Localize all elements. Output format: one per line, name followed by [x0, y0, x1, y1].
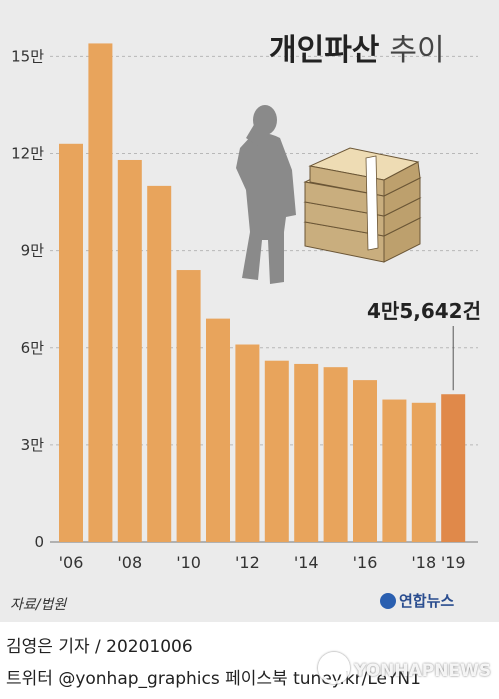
- y-tick-label: 3만: [21, 436, 45, 454]
- money-stack-icon: [303, 147, 422, 263]
- y-tick-label: 9만: [21, 242, 45, 260]
- x-tick-label: '06: [59, 553, 84, 572]
- watermark-circle-icon: [318, 652, 350, 684]
- x-tick-label: '19: [441, 553, 466, 572]
- x-tick-label: '18: [411, 553, 436, 572]
- x-tick-label: '08: [117, 553, 142, 572]
- watermark-text: YONHAPNEWS: [354, 661, 492, 681]
- y-tick-label: 6만: [21, 339, 45, 357]
- y-tick-label: 15만: [11, 47, 44, 65]
- y-tick-label: 12만: [11, 145, 44, 163]
- bar: [323, 367, 348, 542]
- x-tick-label: '16: [353, 553, 378, 572]
- bar: [117, 159, 142, 542]
- chart-subtitle: 추이: [389, 33, 444, 68]
- credit-social: 트위터 @yonhap_graphics 페이스북 tuney.kr/LeYN1: [6, 669, 421, 689]
- bar: [411, 402, 436, 542]
- logo-text: 연합뉴스: [399, 592, 455, 610]
- credit-reporter: 김영은 기자 / 20201006: [6, 637, 193, 657]
- bar: [235, 344, 260, 542]
- x-tick-label: '12: [235, 553, 260, 572]
- bar-chart: 0 3만 6만 9만 12만 15만 '06 '08 '10 '12 '14 '16 '18 '19 4…: [11, 33, 481, 572]
- bar: [59, 143, 83, 542]
- bar: [88, 43, 113, 543]
- yonhap-logo: 연합뉴스: [380, 590, 454, 611]
- x-tick-label: '14: [294, 553, 319, 572]
- bar: [294, 363, 319, 542]
- x-tick-label: '10: [176, 553, 201, 572]
- yonhap-logo-icon: [380, 593, 396, 609]
- bar: [353, 380, 377, 542]
- bar: [441, 394, 466, 542]
- bar: [382, 399, 407, 542]
- yonhapnews-watermark: YONHAPNEWS: [318, 652, 491, 684]
- chart-title: 개인파산: [269, 33, 380, 68]
- person-silhouette-icon: [236, 105, 296, 284]
- bar: [176, 270, 201, 542]
- bar: [264, 360, 289, 542]
- bar: [206, 318, 230, 542]
- y-tick-label: 0: [34, 533, 44, 551]
- annotation-label: 4만5,642건: [367, 299, 481, 323]
- source-label: 자료/법원: [10, 597, 67, 613]
- bar: [147, 185, 172, 542]
